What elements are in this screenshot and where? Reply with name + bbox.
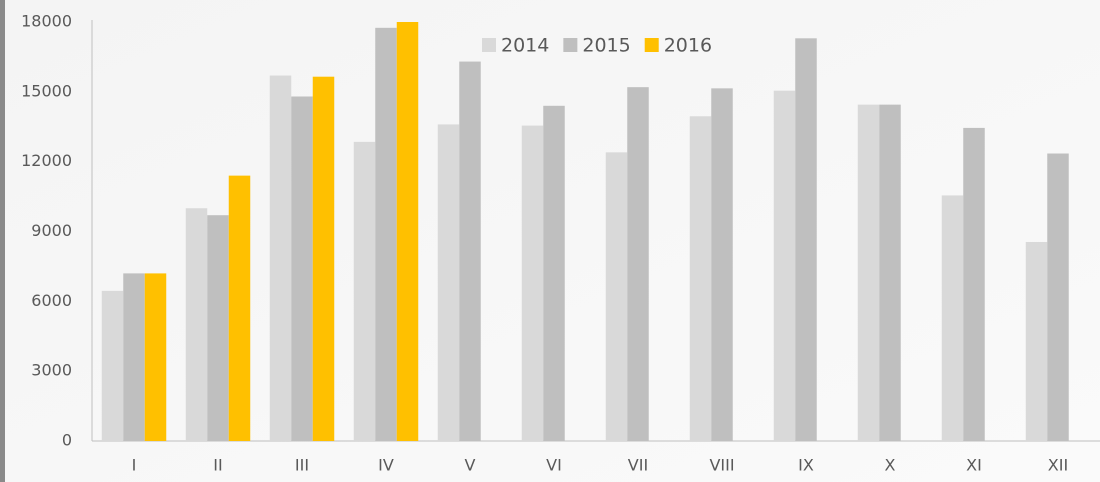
bar [270,76,292,441]
x-tick-label: X [885,456,896,475]
bar [229,176,251,441]
x-tick-label: XI [966,456,982,475]
legend-label: 2014 [501,35,549,57]
y-tick-label: 3000 [31,361,72,380]
x-tick-label: IX [798,456,814,475]
bar [438,124,460,441]
legend-label: 2015 [582,35,630,57]
bar [942,195,964,441]
y-tick-label: 18000 [21,12,72,31]
bar [690,116,712,441]
bar [627,87,649,441]
bar [145,273,167,441]
bar [858,105,880,441]
bar [186,208,208,441]
bar [291,96,313,441]
bar [313,77,335,441]
bar [774,91,796,441]
y-tick-label: 12000 [21,151,72,170]
x-tick-label: VIII [709,456,734,475]
bar [543,106,565,441]
bar [606,152,628,441]
chart: 0300060009000120001500018000IIIIIIIVVVIV… [0,0,1100,482]
bar [459,62,481,441]
bar [879,105,901,441]
bar [711,88,733,441]
x-tick-label: IV [378,456,394,475]
x-tick-label: VII [628,456,648,475]
bar [1047,154,1069,441]
left-edge [0,0,5,482]
bar [375,28,397,441]
y-tick-label: 6000 [31,291,72,310]
bar [102,291,124,441]
x-tick-label: V [465,456,476,475]
y-tick-label: 15000 [21,81,72,100]
x-tick-label: I [132,456,137,475]
legend-label: 2016 [664,35,712,57]
x-tick-label: XII [1048,456,1068,475]
legend-swatch [563,38,577,52]
bar [123,273,145,441]
x-tick-label: III [295,456,309,475]
bar [1026,242,1048,441]
bar [963,128,985,441]
y-tick-label: 0 [62,431,72,450]
y-tick-label: 9000 [31,221,72,240]
bar [354,142,376,441]
bar [397,22,419,441]
bar [795,38,817,441]
x-tick-label: II [213,456,222,475]
legend-swatch [645,38,659,52]
x-tick-label: VI [546,456,562,475]
bar [207,215,229,441]
bar [522,126,544,441]
legend-swatch [482,38,496,52]
